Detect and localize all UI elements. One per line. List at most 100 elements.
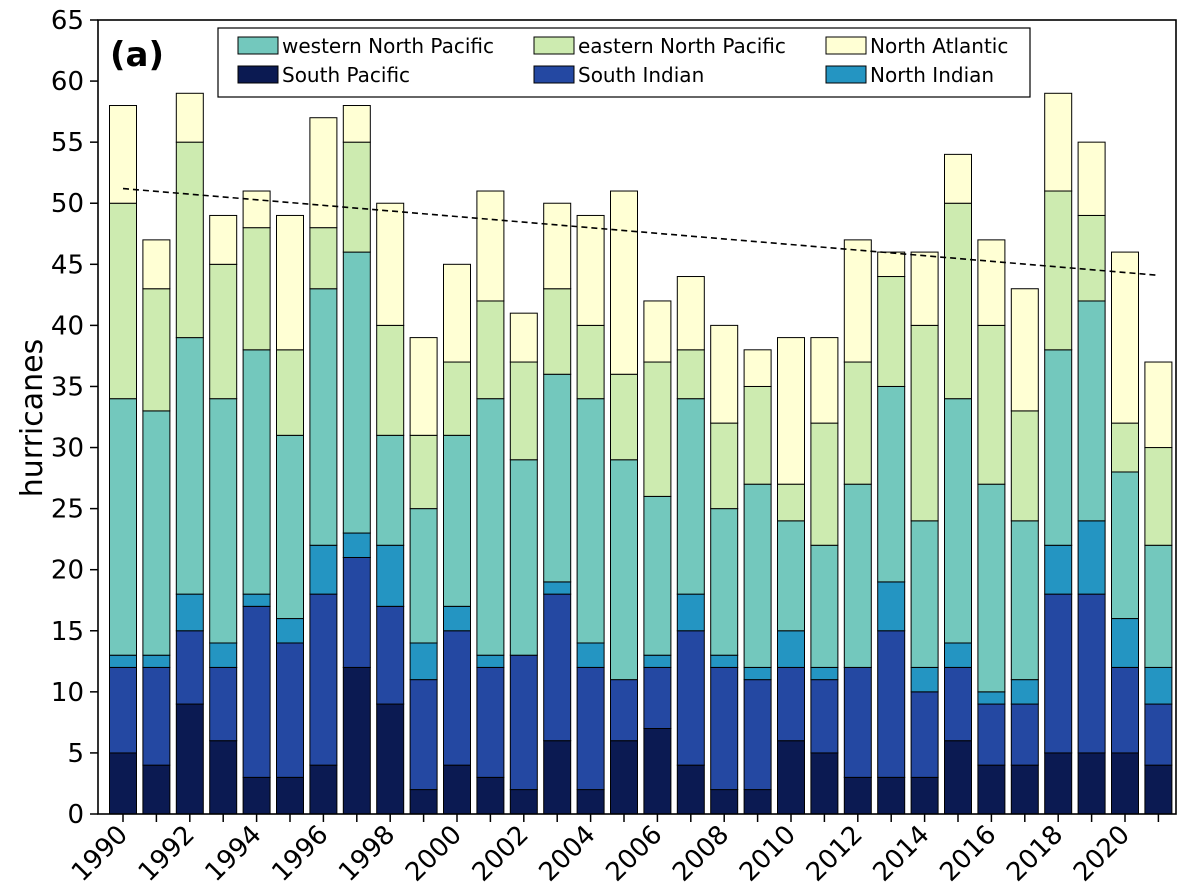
bar-segment-2012-western-north-pacific	[843, 483, 872, 668]
y-tick-label: 20	[51, 556, 84, 586]
bar-segment-1994-north-indian	[242, 593, 271, 607]
bar-segment-1999-north-indian	[409, 642, 438, 681]
bar-segment-2014-south-indian	[910, 691, 939, 778]
legend-label-eastern-north-pacific: eastern North Pacific	[578, 34, 786, 58]
bar-segment-2016-eastern-north-pacific	[977, 324, 1006, 485]
y-axis-label: hurricanes	[15, 339, 50, 497]
bar-segment-1995-north-indian	[276, 618, 304, 644]
bar-segment-1999-south-pacific	[409, 789, 438, 815]
x-tick-label: 2010	[734, 820, 802, 888]
bar-segment-1993-north-indian	[209, 642, 238, 668]
bar-segment-2014-north-indian	[910, 666, 939, 693]
legend-swatch-eastern-north-pacific	[533, 36, 575, 55]
trend-layer	[122, 187, 1159, 277]
bar-segment-2001-north-indian	[476, 654, 505, 668]
bar-segment-2012-north-atlantic	[843, 239, 872, 363]
bar-segment-2016-south-indian	[977, 703, 1006, 766]
bar-segment-1993-eastern-north-pacific	[209, 263, 238, 400]
bar-segment-2001-south-indian	[476, 666, 505, 778]
bar-segment-2018-south-pacific	[1044, 752, 1073, 815]
bar-segment-2008-western-north-pacific	[710, 508, 739, 656]
bar-segment-2017-north-indian	[1010, 679, 1039, 705]
bar-segment-2005-north-atlantic	[610, 190, 638, 375]
x-tick-label: 2008	[667, 820, 735, 888]
bar-segment-1994-south-pacific	[242, 776, 271, 815]
bar-segment-2011-south-pacific	[810, 752, 839, 815]
bar-segment-2009-north-atlantic	[743, 349, 772, 387]
bar-segment-2014-north-atlantic	[910, 251, 939, 326]
bar-segment-1992-south-indian	[175, 630, 204, 705]
bar-segment-2000-south-indian	[443, 630, 471, 766]
bar-segment-2016-north-indian	[977, 691, 1006, 705]
y-tick-label: 40	[51, 311, 84, 341]
bar-segment-1996-north-indian	[309, 544, 338, 595]
bar-segment-1996-western-north-pacific	[309, 288, 338, 546]
trend-line	[122, 187, 1159, 277]
legend-label-north-atlantic: North Atlantic	[870, 34, 1008, 58]
bar-segment-2015-western-north-pacific	[944, 398, 972, 644]
bar-segment-2003-eastern-north-pacific	[543, 288, 572, 375]
bar-segment-1994-north-atlantic	[242, 190, 271, 229]
bar-segment-1995-south-pacific	[276, 776, 304, 815]
y-tick-label: 45	[51, 250, 84, 280]
bar-segment-2020-south-indian	[1111, 666, 1139, 754]
bar-segment-2011-south-indian	[810, 679, 839, 754]
bar-segment-2013-south-pacific	[877, 776, 906, 815]
bar-segment-2006-south-pacific	[643, 727, 672, 815]
bar-segment-2006-western-north-pacific	[643, 495, 672, 656]
bar-segment-2010-south-indian	[777, 666, 805, 742]
bar-segment-1997-eastern-north-pacific	[342, 141, 371, 253]
y-tick-label: 50	[51, 189, 84, 219]
bar-segment-1995-eastern-north-pacific	[276, 349, 304, 436]
bars-layer	[109, 92, 1173, 815]
bar-segment-2010-south-pacific	[777, 740, 805, 815]
y-tick-label: 5	[67, 739, 84, 769]
bar-segment-2015-north-atlantic	[944, 153, 972, 204]
bar-segment-2012-south-indian	[843, 666, 872, 778]
bar-segment-2011-western-north-pacific	[810, 544, 839, 668]
bar-segment-2004-western-north-pacific	[576, 398, 605, 644]
x-tick-label: 2000	[400, 820, 468, 888]
bar-segment-2002-south-pacific	[509, 789, 538, 815]
bar-segment-2015-south-pacific	[944, 740, 972, 815]
bar-segment-2011-north-atlantic	[810, 337, 839, 424]
x-tick-label: 2018	[1001, 820, 1069, 888]
x-tick-label: 2006	[600, 820, 668, 888]
y-tick-label: 25	[51, 495, 84, 525]
y-tick-label: 65	[51, 6, 84, 36]
x-tick-label: 2016	[934, 820, 1002, 888]
bar-segment-1993-north-atlantic	[209, 214, 238, 265]
bar-segment-2004-north-atlantic	[576, 214, 605, 326]
bar-segment-1993-south-indian	[209, 666, 238, 742]
bar-segment-2016-north-atlantic	[977, 239, 1006, 326]
bar-segment-1996-south-pacific	[309, 764, 338, 815]
bar-segment-1998-north-indian	[376, 544, 405, 607]
bar-segment-2016-western-north-pacific	[977, 483, 1006, 693]
bar-segment-2004-north-indian	[576, 642, 605, 668]
bar-segment-2005-eastern-north-pacific	[610, 373, 638, 461]
bar-segment-2010-north-indian	[777, 630, 805, 668]
bar-segment-2017-western-north-pacific	[1010, 520, 1039, 681]
legend-swatch-north-atlantic	[825, 36, 867, 55]
bar-segment-2006-south-indian	[643, 666, 672, 729]
bar-segment-2010-eastern-north-pacific	[777, 483, 805, 522]
legend-label-north-indian: North Indian	[870, 63, 994, 87]
x-tick-label: 2014	[868, 820, 936, 888]
bar-segment-2019-eastern-north-pacific	[1077, 214, 1106, 302]
bar-segment-1998-north-atlantic	[376, 202, 405, 326]
bar-segment-2008-eastern-north-pacific	[710, 422, 739, 510]
bar-segment-1991-western-north-pacific	[142, 410, 171, 656]
y-tick-label: 0	[67, 800, 84, 830]
bar-segment-2019-south-indian	[1077, 593, 1106, 754]
bar-segment-2018-north-indian	[1044, 544, 1073, 595]
bar-segment-1991-eastern-north-pacific	[142, 288, 171, 412]
bar-segment-2018-western-north-pacific	[1044, 349, 1073, 546]
bar-segment-2016-south-pacific	[977, 764, 1006, 815]
bar-segment-1990-eastern-north-pacific	[109, 202, 137, 400]
legend-label-south-pacific: South Pacific	[282, 63, 410, 87]
bar-segment-2009-south-pacific	[743, 789, 772, 815]
bar-segment-2020-eastern-north-pacific	[1111, 422, 1139, 473]
bar-segment-2007-south-pacific	[676, 764, 705, 815]
bar-segment-1990-north-indian	[109, 654, 137, 668]
bar-segment-2007-north-atlantic	[676, 276, 705, 351]
